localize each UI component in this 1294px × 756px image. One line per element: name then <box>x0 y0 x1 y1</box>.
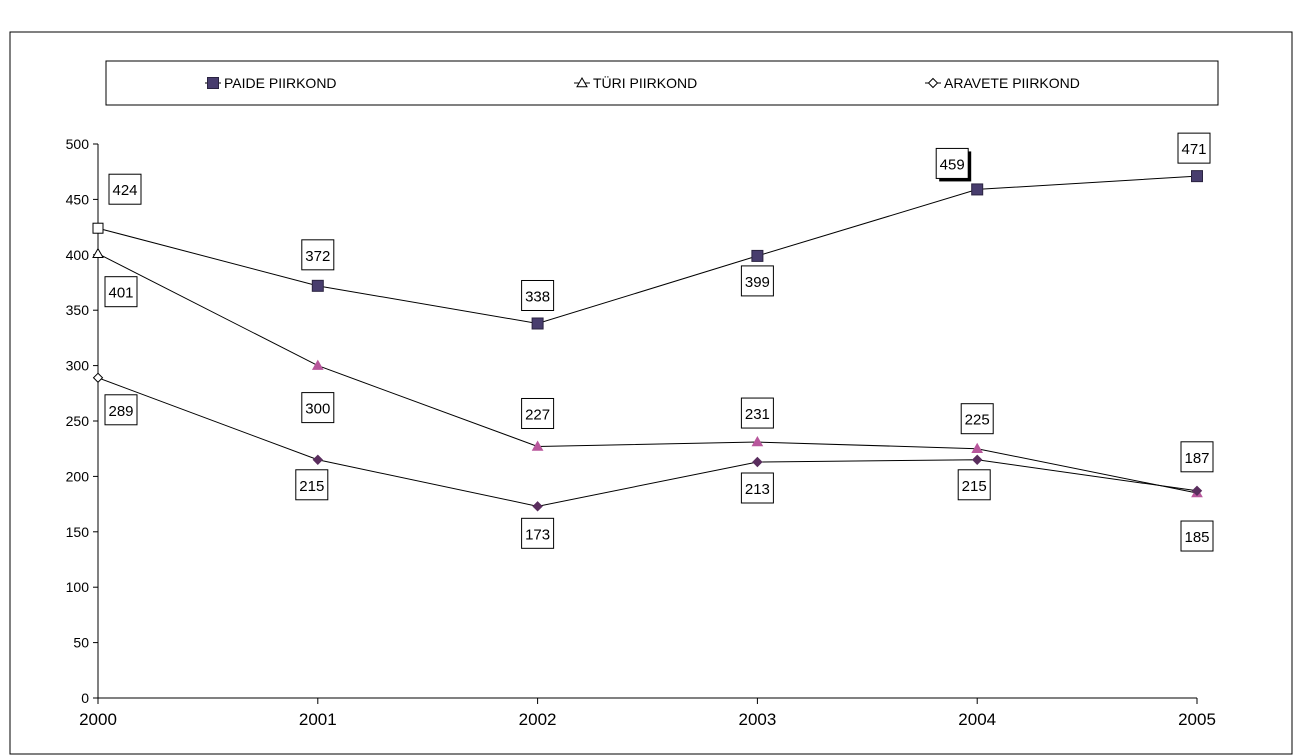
y-tick-label: 100 <box>66 579 90 595</box>
data-label-box <box>521 397 555 429</box>
data-point <box>532 501 543 512</box>
data-point <box>1191 485 1203 497</box>
data-label-box <box>1180 441 1214 473</box>
data-point <box>752 456 763 468</box>
series-lines <box>97 175 1198 507</box>
data-point <box>531 317 544 330</box>
data-label: 187 <box>1184 450 1209 467</box>
data-point <box>751 436 764 447</box>
legend-diamond-icon <box>927 77 939 89</box>
data-label: 399 <box>745 274 770 291</box>
data-label: 401 <box>108 285 133 302</box>
x-tick-label: 2002 <box>519 710 557 729</box>
x-tick-label: 2005 <box>1178 710 1216 729</box>
data-label-box <box>104 276 138 308</box>
data-label: 372 <box>305 248 330 265</box>
legend: PAIDE PIIRKOND TÜRI PIIRKOND ARAVETE PIIRK… <box>205 74 1080 91</box>
data-label-box <box>960 403 994 435</box>
data-point <box>311 359 324 370</box>
data-label: 424 <box>112 182 137 199</box>
data-label-box <box>740 472 774 504</box>
data-label: 215 <box>962 478 987 495</box>
data-label: 227 <box>525 406 550 423</box>
y-tick-label: 150 <box>66 524 90 540</box>
legend-label: TÜRI PIIRKOND <box>593 74 697 91</box>
y-tick-label: 350 <box>66 302 90 318</box>
data-label: 289 <box>108 403 133 420</box>
data-label: 459 <box>940 156 965 173</box>
data-label: 471 <box>1181 141 1206 158</box>
data-label-box <box>521 279 555 311</box>
y-tick-label: 450 <box>66 191 90 207</box>
data-label-box <box>1180 520 1214 552</box>
series-line <box>97 377 1198 507</box>
data-label-box <box>1177 132 1211 164</box>
x-tick-label: 2001 <box>299 710 337 729</box>
legend-square-icon <box>207 77 219 89</box>
data-point <box>312 454 324 465</box>
axes: 0 50 100 150 200 250 300 350 400 450 500 2000 2001 20… <box>66 136 1216 729</box>
y-tick-label: 250 <box>66 413 90 429</box>
data-label-box <box>295 469 329 501</box>
data-label-box <box>104 394 138 426</box>
data-label: 173 <box>525 526 550 543</box>
series-line <box>97 175 1198 325</box>
y-tick-label: 0 <box>81 690 89 706</box>
data-point <box>92 222 104 234</box>
data-label: 215 <box>299 478 324 495</box>
data-point <box>92 372 104 383</box>
data-point <box>311 279 324 292</box>
series-line <box>97 253 1198 494</box>
y-tick-label: 200 <box>66 468 90 484</box>
y-tick-label: 50 <box>73 635 89 651</box>
data-point <box>531 440 544 451</box>
data-point <box>971 183 984 196</box>
legend-box <box>105 60 1219 106</box>
data-label: 185 <box>1184 529 1209 546</box>
data-label: 338 <box>525 288 550 305</box>
data-label-box <box>935 147 969 179</box>
data-label-box <box>740 265 774 297</box>
legend-label: ARAVETE PIIRKOND <box>944 75 1080 91</box>
y-tick-label: 500 <box>66 136 90 152</box>
data-label: 225 <box>965 412 990 429</box>
data-label: 300 <box>305 401 330 418</box>
chart-frame <box>9 31 1293 755</box>
data-point <box>751 249 764 262</box>
x-tick-label: 2003 <box>738 710 776 729</box>
data-label-box <box>957 469 991 501</box>
y-tick-label: 300 <box>66 358 90 374</box>
data-markers <box>92 170 1203 512</box>
data-point <box>92 247 104 258</box>
data-labels: 424 372 338 399 459 471 401 300 227 231 225 185 289 2… <box>104 132 1214 552</box>
data-label-box <box>740 397 774 429</box>
data-label-box <box>301 239 335 271</box>
legend-triangle-icon <box>576 76 588 88</box>
x-tick-label: 2004 <box>958 710 996 729</box>
data-label-box <box>301 392 335 424</box>
data-label: 231 <box>745 406 770 423</box>
legend-label: PAIDE PIIRKOND <box>224 75 337 91</box>
data-point <box>971 442 984 453</box>
y-tick-label: 400 <box>66 247 90 263</box>
data-point <box>971 454 983 465</box>
data-label: 213 <box>745 481 770 498</box>
data-point <box>1191 170 1203 183</box>
data-label-box <box>521 517 555 549</box>
x-tick-label: 2000 <box>79 710 117 729</box>
data-label-box <box>108 173 142 205</box>
